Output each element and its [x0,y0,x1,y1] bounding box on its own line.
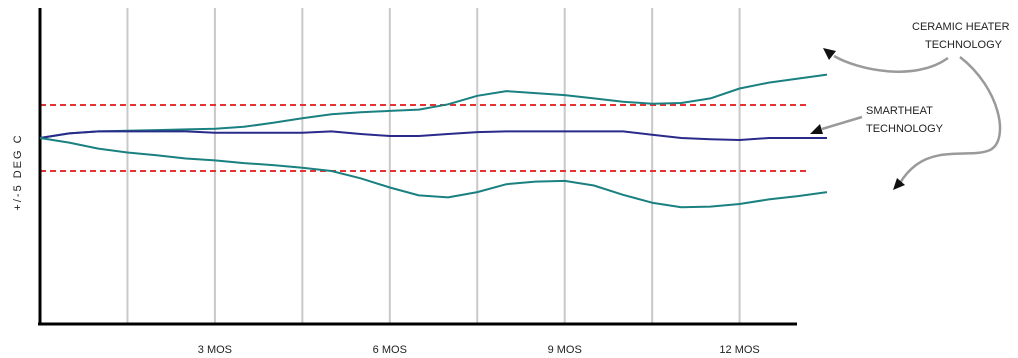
annotation-smartheat-line1: SMARTHEAT [866,105,933,117]
ceramic-callout-arrow [833,54,949,73]
smartheat-callout-arrow [821,115,863,131]
smartheat-arrowhead [810,124,823,134]
series-line-2 [39,137,828,209]
x-tick-label-2: 9 MOS [548,344,582,356]
bracket-callout-arrow [898,56,1002,184]
axes [38,8,797,326]
x-tick-label-0: 3 MOS [198,344,232,356]
series-line-0 [39,73,828,139]
series-line-1 [39,130,827,141]
series [39,73,828,209]
annotation-ceramic-line1: CERAMIC HEATER [912,21,1010,33]
annotation-smartheat: SMARTHEAT TECHNOLOGY [810,105,944,135]
x-tick-labels: 3 MOS 6 MOS 9 MOS 12 MOS [198,344,760,356]
x-tick-label-1: 6 MOS [373,344,407,356]
annotation-ceramic-line2: TECHNOLOGY [925,39,1003,51]
annotation-ceramic: CERAMIC HEATER TECHNOLOGY [823,21,1010,73]
annotation-smartheat-line2: TECHNOLOGY [866,123,944,135]
ceramic-arrowhead [823,48,836,60]
bracket-arrowhead [893,178,905,190]
reference-lines [40,104,806,172]
y-axis-label: +/-5 DEG C [12,133,24,210]
gridlines [126,8,741,323]
x-tick-label-3: 12 MOS [719,344,759,356]
